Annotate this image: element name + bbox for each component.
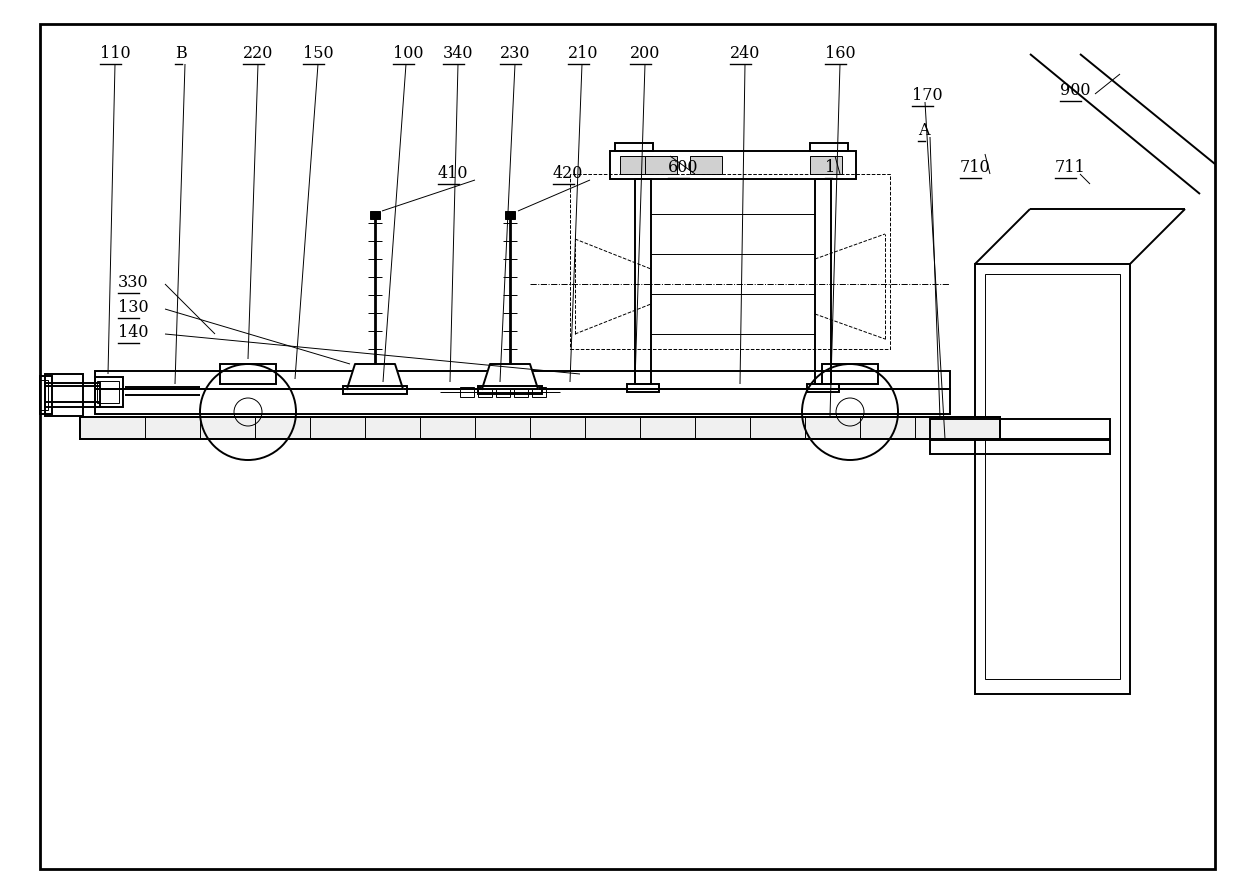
Bar <box>615 143 653 151</box>
Text: B: B <box>175 45 187 62</box>
Text: 100: 100 <box>393 45 424 62</box>
Text: 220: 220 <box>243 45 273 62</box>
Text: A: A <box>918 122 930 139</box>
Bar <box>930 419 1110 439</box>
Bar <box>810 156 842 174</box>
Text: 160: 160 <box>825 45 856 62</box>
Bar <box>496 387 510 397</box>
Bar <box>219 364 277 384</box>
Bar <box>515 387 528 397</box>
Bar <box>645 156 677 174</box>
Bar <box>570 174 890 349</box>
Bar <box>532 387 546 397</box>
Polygon shape <box>482 364 538 389</box>
Polygon shape <box>347 364 403 389</box>
Text: 710: 710 <box>960 159 991 176</box>
Bar <box>40 380 48 410</box>
Text: 200: 200 <box>630 45 661 62</box>
Bar <box>815 179 831 384</box>
Bar <box>95 389 950 414</box>
Bar <box>81 417 999 439</box>
Text: 230: 230 <box>500 45 531 62</box>
Bar <box>40 376 52 414</box>
Text: 130: 130 <box>118 299 149 316</box>
Bar <box>807 384 839 392</box>
Bar <box>505 211 515 219</box>
Bar <box>370 211 379 219</box>
Text: 240: 240 <box>730 45 760 62</box>
Text: 420: 420 <box>553 165 583 182</box>
Bar <box>343 386 407 394</box>
Bar <box>627 384 658 392</box>
Text: 210: 210 <box>568 45 599 62</box>
Bar <box>95 377 123 407</box>
Bar <box>460 387 474 397</box>
Text: 150: 150 <box>303 45 334 62</box>
Bar <box>635 179 651 384</box>
Bar <box>810 143 848 151</box>
Text: 410: 410 <box>438 165 469 182</box>
Bar <box>95 371 950 389</box>
Bar <box>975 264 1130 694</box>
Bar <box>45 374 83 416</box>
Text: 600: 600 <box>668 159 698 176</box>
Bar <box>689 156 722 174</box>
Text: 140: 140 <box>118 324 149 341</box>
Text: 170: 170 <box>911 87 942 104</box>
Bar <box>930 440 1110 454</box>
Text: 330: 330 <box>118 274 149 291</box>
Text: 711: 711 <box>1055 159 1086 176</box>
Bar <box>477 386 542 394</box>
Bar <box>45 383 100 407</box>
Text: 1: 1 <box>825 159 836 176</box>
Text: 340: 340 <box>443 45 474 62</box>
Bar <box>477 387 492 397</box>
Bar <box>81 417 999 439</box>
Bar <box>822 364 878 384</box>
Bar <box>620 156 652 174</box>
Text: 900: 900 <box>1060 82 1090 99</box>
Bar <box>97 381 119 403</box>
Bar <box>985 274 1120 679</box>
Bar <box>610 151 856 179</box>
Text: 110: 110 <box>100 45 130 62</box>
